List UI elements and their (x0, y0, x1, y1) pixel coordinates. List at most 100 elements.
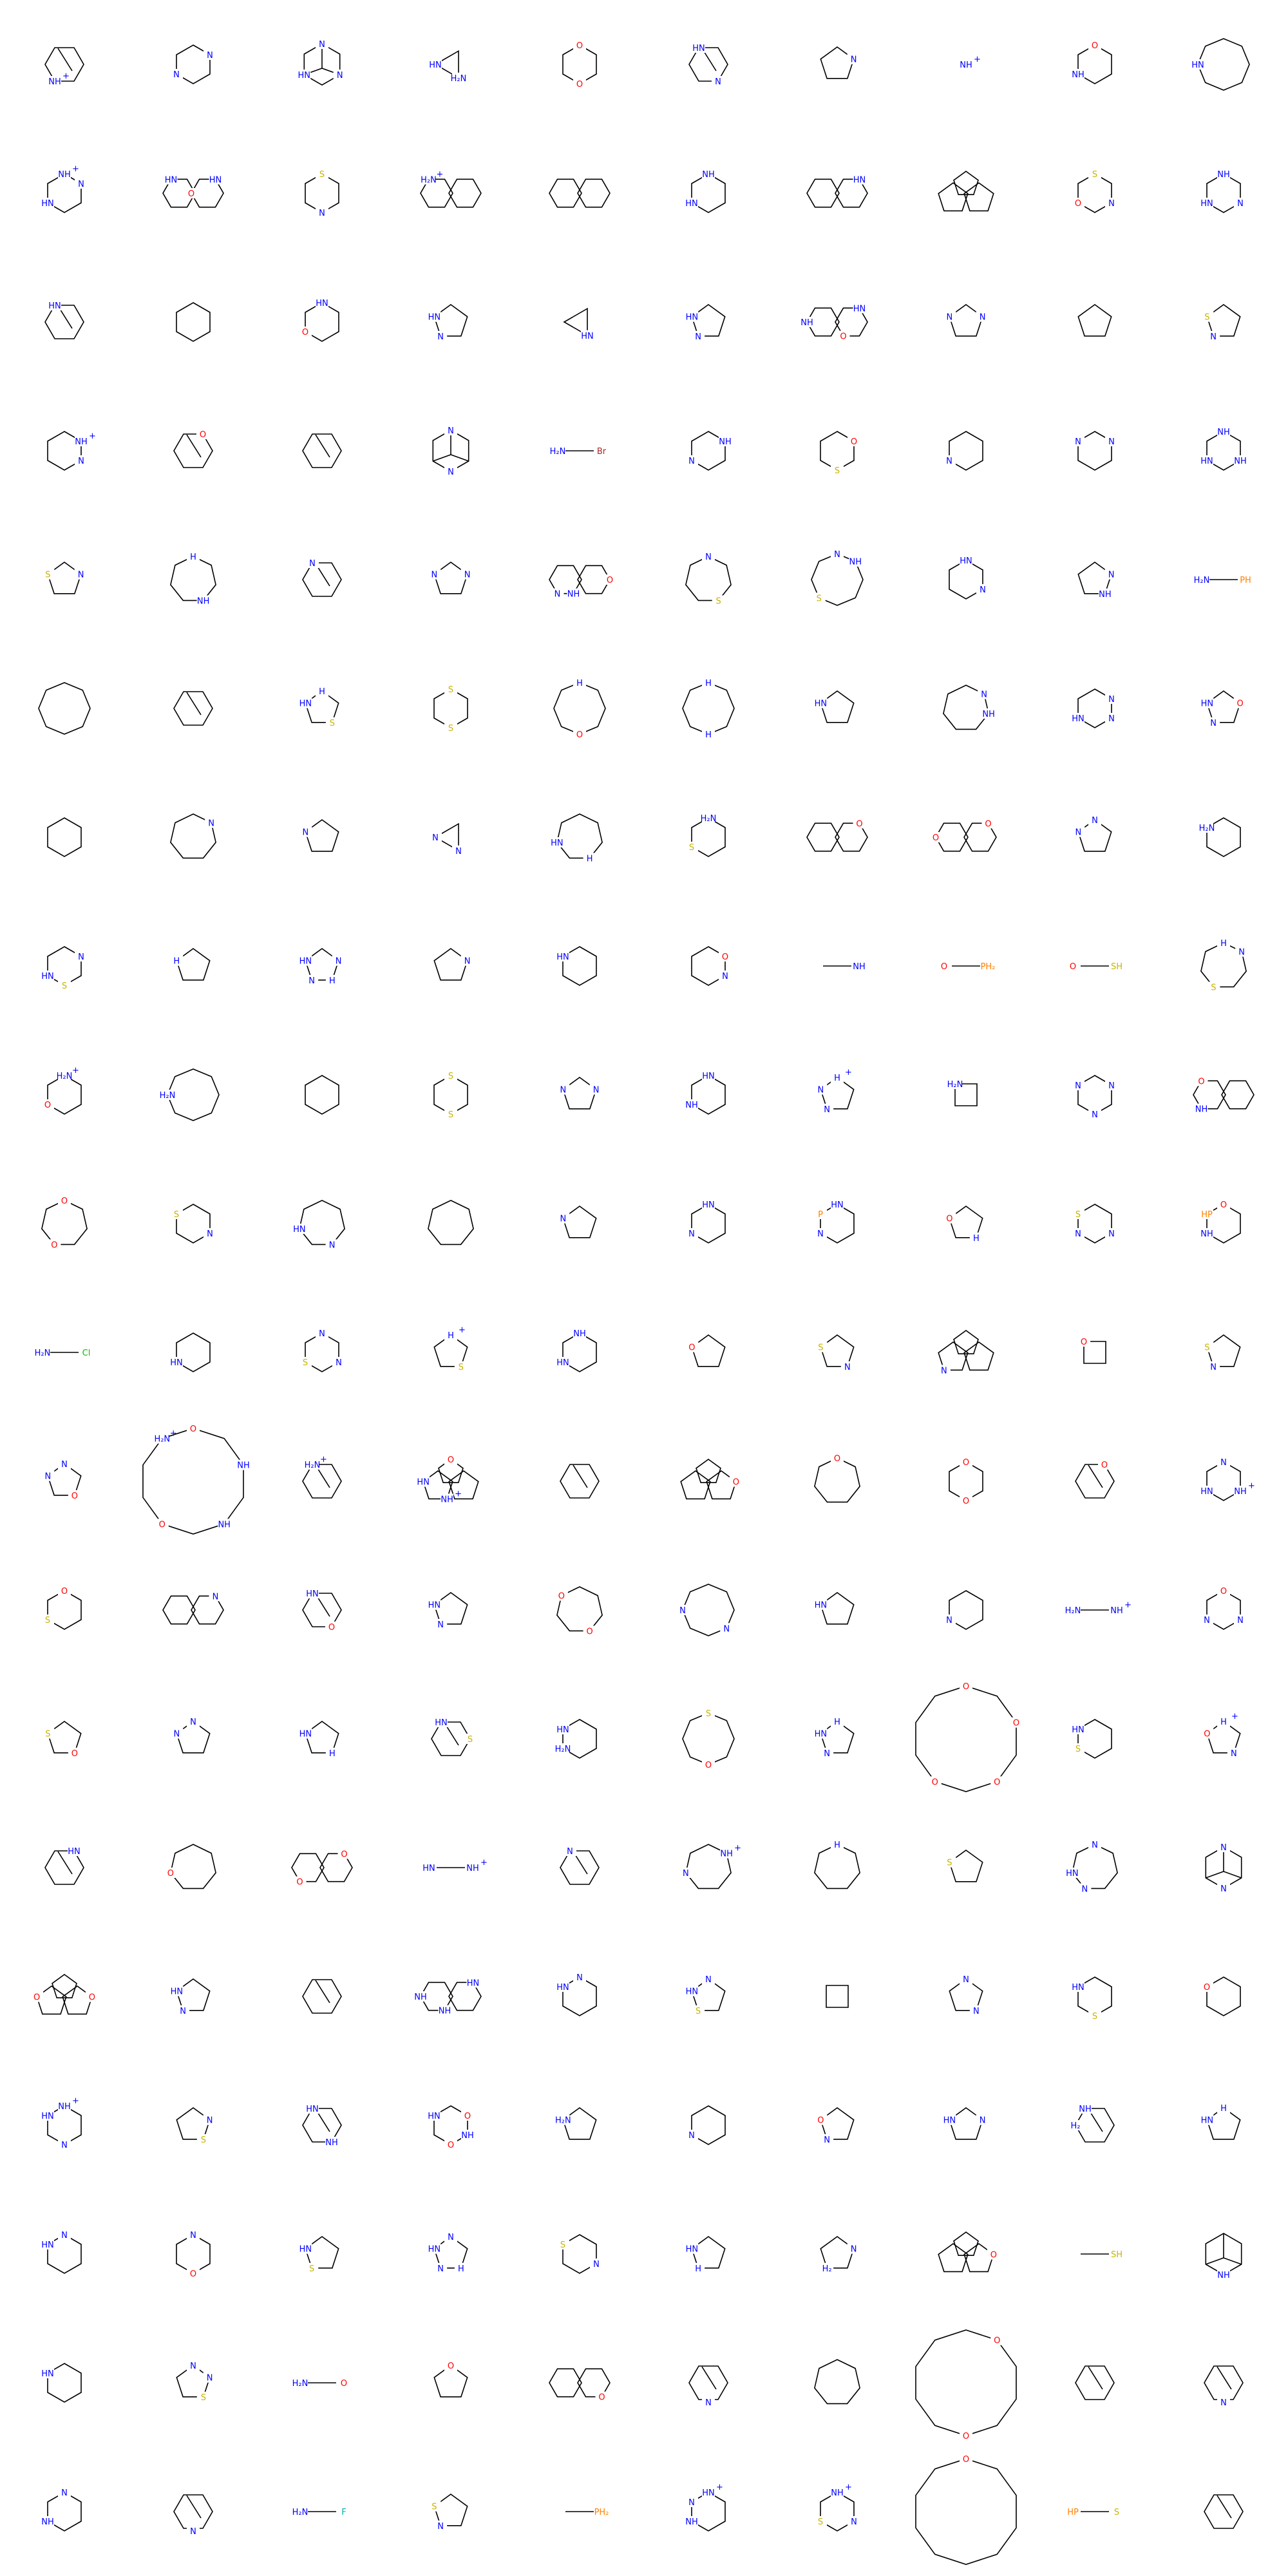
molecule-18 (938, 171, 994, 212)
atom-label-bg (58, 1070, 71, 1081)
molecule-31: NH+ N (47, 431, 96, 471)
atom-label-bg (831, 1716, 844, 1727)
atom-label-bg (74, 455, 88, 466)
atom-label: N (173, 1730, 180, 1739)
atom-label-bg (1235, 946, 1249, 957)
atom-label: O (607, 576, 613, 585)
atom-label: H (973, 1234, 980, 1244)
atom-label-bg (960, 59, 972, 70)
atom-label-bg (1227, 1747, 1240, 1758)
atom-label: S (835, 466, 840, 476)
atom-label-bg (853, 174, 866, 185)
atom-label-bg (306, 2103, 319, 2114)
molecule-161: NH+ HN N (41, 2096, 82, 2150)
atom-label: NH (58, 170, 71, 180)
atom-label-bg (1200, 1228, 1214, 1238)
atom-label: N (705, 2398, 712, 2408)
molecule-84: SS (433, 1070, 468, 1120)
atom-label: S (1204, 1343, 1209, 1353)
atom-label: HN (306, 2105, 319, 2114)
molecule-144: HN NH+ (422, 1858, 488, 1873)
molecule-33 (302, 433, 342, 468)
atom-label-bg (299, 1728, 312, 1739)
atom-label-bg (185, 188, 198, 198)
atom-label-bg (1088, 1109, 1101, 1119)
atom-label-bg (299, 826, 312, 837)
atom-label-bg (170, 1357, 184, 1367)
atom-label: H₂N (550, 447, 566, 457)
atom-label-bg (292, 1224, 306, 1235)
molecule-136: SO (682, 1708, 735, 1770)
atom-label-bg (556, 1743, 570, 1754)
atom-label-bg (1200, 1982, 1214, 1992)
atom-label: NH (58, 2102, 71, 2112)
atom-label: N (455, 847, 462, 857)
atom-label-bg (1195, 1103, 1208, 1114)
atom-label-bg (337, 2378, 350, 2388)
atom-label: N (213, 1592, 219, 1602)
atom-label: O (963, 1682, 969, 1692)
molecule-187 (814, 2359, 860, 2405)
atom-label-bg (58, 1195, 71, 1206)
atom-label: O (1220, 1200, 1227, 1210)
atom-label: HN (41, 199, 54, 209)
atom-label: NH (567, 590, 580, 600)
atom-label: N (78, 180, 84, 189)
molecule-152: HN N (170, 1978, 211, 2016)
atom-label: NH (573, 1329, 586, 1339)
atom-label: O (688, 1343, 695, 1353)
atom-label-bg (831, 2487, 844, 2497)
charge-label: + (170, 1429, 177, 1439)
molecule-94 (428, 1200, 474, 1245)
atom-label: NH (1234, 1487, 1247, 1497)
atom-label: S (689, 843, 694, 853)
atom-label: N (1075, 437, 1081, 447)
atom-label-bg (1217, 1883, 1230, 1893)
atom-label: N (824, 1749, 830, 1759)
molecule-103: N S N (299, 1328, 345, 1372)
atom-label: N (1108, 437, 1115, 447)
charge-label: + (72, 1066, 79, 1075)
atom-label: N (437, 2522, 444, 2532)
atom-label: N (208, 819, 214, 829)
atom-label-bg (567, 588, 580, 599)
charge-label: + (845, 2483, 852, 2492)
atom-label: N (688, 1229, 695, 1239)
atom-label: S (45, 571, 50, 580)
charge-label: + (845, 1068, 852, 1077)
atom-label-bg (74, 569, 88, 580)
atom-label: N (308, 976, 315, 986)
atom-label: HN (960, 556, 972, 566)
atom-label: HN (551, 838, 564, 848)
atom-label-bg (41, 198, 55, 208)
atom-label: N (941, 1366, 947, 1376)
atom-label-bg (440, 1493, 454, 1504)
atom-label: HN (692, 44, 705, 53)
atom-label: HN (815, 1730, 828, 1739)
atom-label: N (1108, 1229, 1115, 1239)
atom-label-bg (444, 1454, 457, 1464)
atom-label-bg (718, 971, 732, 981)
molecule-64: NN (429, 822, 465, 857)
atom-label-bg (30, 1991, 44, 2002)
atom-label: HN (1066, 1869, 1079, 1879)
atom-label-bg (573, 1972, 586, 1982)
atom-label-bg (685, 198, 699, 208)
atom-label: N (44, 1472, 51, 1482)
molecule-125: OO (554, 1586, 603, 1636)
atom-label: HP (1067, 2508, 1079, 2517)
atom-label: O (840, 332, 846, 342)
atom-label: O (190, 2269, 196, 2279)
atom-label-bg (1200, 1486, 1214, 1496)
molecule-81: H₂N+ O (41, 1066, 82, 1115)
atom-label: N (432, 833, 439, 843)
atom-label-bg (1104, 1080, 1118, 1090)
atom-label-bg (203, 1228, 216, 1238)
atom-label-bg (48, 1239, 61, 1250)
atom-label-bg (68, 1490, 81, 1501)
atom-label: N (1108, 714, 1115, 724)
molecule-93: HN N (292, 1200, 345, 1250)
atom-label: O (1204, 1730, 1210, 1739)
atom-label-bg (1110, 2506, 1123, 2517)
